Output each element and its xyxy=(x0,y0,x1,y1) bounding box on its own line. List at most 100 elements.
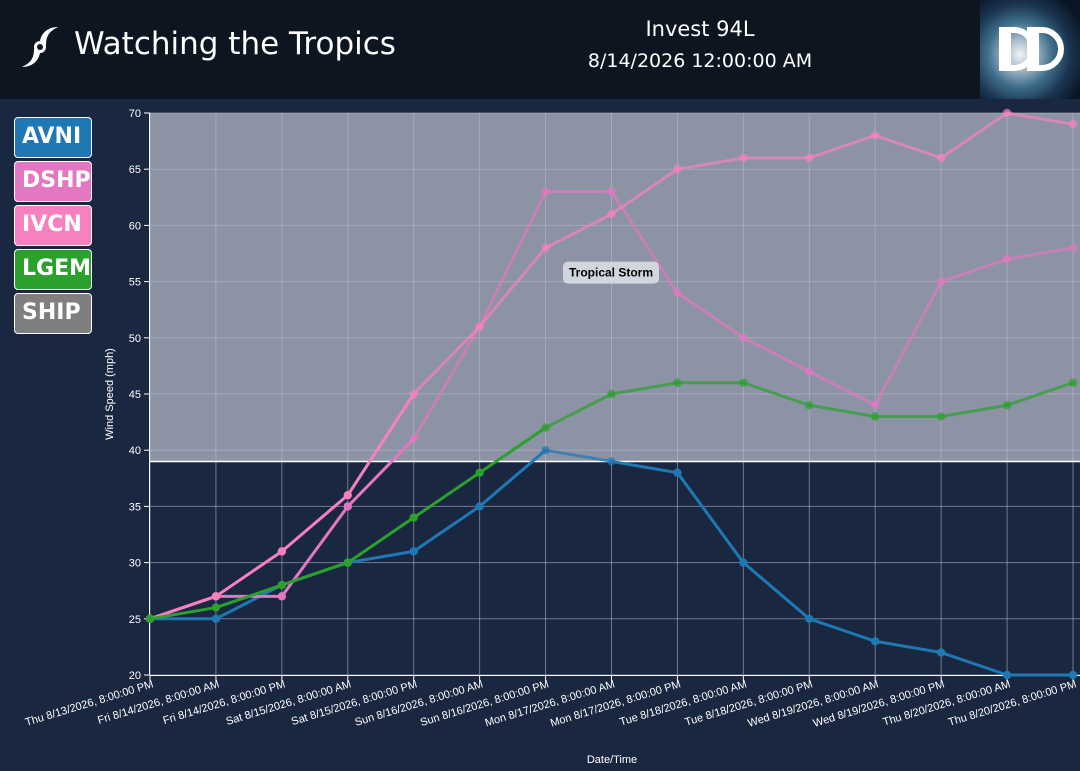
data-point-lgem xyxy=(871,412,880,421)
series-dshp xyxy=(145,187,1078,623)
legend-button-ivcn[interactable]: IVCN xyxy=(14,205,92,246)
series-segment-ivcn xyxy=(214,549,284,598)
series-segment-dshp xyxy=(873,280,943,407)
data-point-ivcn xyxy=(1002,108,1012,118)
tropical-storm-zone xyxy=(150,113,1080,462)
y-tick-label: 45 xyxy=(129,389,141,401)
data-point-avni xyxy=(211,614,221,623)
series-segment-dshp xyxy=(939,257,1009,284)
series-segment-ivcn xyxy=(807,133,877,160)
data-point-ivcn xyxy=(805,153,814,163)
y-tick-label: 35 xyxy=(129,501,141,513)
series-segment-avni xyxy=(412,504,482,553)
series-ivcn xyxy=(145,108,1078,623)
y-tick-label: 20 xyxy=(129,670,141,682)
series-segment-ivcn xyxy=(1005,111,1075,126)
data-point-avni xyxy=(1068,670,1078,680)
series-segment-ivcn xyxy=(610,167,679,216)
data-point-ivcn xyxy=(936,153,946,163)
header-bar: Watching the Tropics Invest 94L 8/14/202… xyxy=(0,0,1080,99)
data-point-dshp xyxy=(541,187,550,196)
data-point-dshp xyxy=(607,187,616,196)
legend-button-avni[interactable]: AVNI xyxy=(14,117,92,158)
data-point-lgem xyxy=(673,378,682,387)
hurricane-icon xyxy=(22,27,58,67)
series-segment-lgem xyxy=(939,403,1009,418)
legend-button-lgem[interactable]: LGEM xyxy=(14,249,92,290)
data-point-lgem xyxy=(607,389,616,399)
series-segment-avni xyxy=(741,561,811,621)
app-title: Watching the Tropics xyxy=(74,26,396,62)
series-segment-avni xyxy=(807,617,877,643)
data-point-dshp xyxy=(277,592,287,601)
storm-timestamp: 8/14/2026 12:00:00 AM xyxy=(587,50,813,72)
data-point-ivcn xyxy=(343,490,352,500)
data-point-dshp xyxy=(673,288,682,298)
series-segment-lgem xyxy=(346,516,416,565)
series-segment-dshp xyxy=(478,190,548,329)
series-segment-lgem xyxy=(741,381,811,407)
data-point-avni xyxy=(673,468,682,477)
data-point-dshp xyxy=(739,333,748,342)
series-segment-lgem xyxy=(544,392,613,430)
data-point-ivcn xyxy=(277,547,287,556)
series-segment-ivcn xyxy=(939,111,1009,160)
y-tick-label: 60 xyxy=(129,220,141,232)
data-point-avni xyxy=(1002,670,1012,680)
data-point-ivcn xyxy=(607,209,616,219)
series-segment-ivcn xyxy=(544,212,613,250)
data-point-ivcn xyxy=(475,322,484,331)
series-segment-avni xyxy=(610,459,679,475)
data-point-lgem xyxy=(739,378,748,387)
data-point-lgem xyxy=(211,603,221,612)
data-point-avni xyxy=(607,457,616,466)
data-point-lgem xyxy=(409,513,418,522)
series-segment-dshp xyxy=(807,370,877,407)
series-segment-ivcn xyxy=(280,493,350,553)
series-segment-dshp xyxy=(675,291,745,340)
data-point-dshp xyxy=(343,502,352,511)
dd-globe-logo[interactable] xyxy=(980,0,1080,99)
y-tick-label: 70 xyxy=(129,108,141,120)
series-segment-lgem xyxy=(807,403,877,418)
series-segment-lgem xyxy=(478,426,548,475)
series-segment-avni xyxy=(939,651,1009,677)
data-point-avni xyxy=(871,637,880,646)
series-segment-avni xyxy=(214,583,284,621)
data-point-dshp xyxy=(1068,243,1078,253)
data-point-lgem xyxy=(805,401,814,410)
series-segment-lgem xyxy=(280,561,350,587)
series-segment-lgem xyxy=(148,606,218,621)
data-point-avni xyxy=(936,648,946,657)
series-segment-lgem xyxy=(610,381,679,396)
y-tick-label: 50 xyxy=(129,333,141,345)
series-segment-avni xyxy=(478,448,548,508)
series-segment-avni xyxy=(873,639,943,655)
data-point-ivcn xyxy=(673,165,682,174)
legend-button-ship[interactable]: SHIP xyxy=(14,293,92,334)
y-tick-label: 65 xyxy=(129,164,141,176)
series-segment-lgem xyxy=(1005,381,1075,407)
data-point-dshp xyxy=(805,367,814,376)
y-tick-label: 30 xyxy=(129,558,141,570)
series-segment-lgem xyxy=(214,583,284,610)
data-point-dshp xyxy=(1002,254,1012,264)
series-segment-avni xyxy=(544,448,613,463)
data-point-ivcn xyxy=(409,389,418,399)
data-point-ivcn xyxy=(739,153,748,163)
data-point-lgem xyxy=(277,580,287,590)
y-tick-label: 55 xyxy=(129,277,141,289)
data-point-avni xyxy=(805,614,814,623)
series-segment-avni xyxy=(346,549,416,565)
data-point-dshp xyxy=(936,277,946,286)
data-point-ivcn xyxy=(211,592,221,601)
data-point-lgem xyxy=(343,558,352,567)
y-tick-label: 25 xyxy=(129,614,141,626)
data-point-lgem xyxy=(1068,378,1078,387)
legend-button-dshp[interactable]: DSHP xyxy=(14,161,92,202)
series-segment-avni xyxy=(675,471,745,565)
data-point-lgem xyxy=(145,614,155,623)
y-axis-title: Wind Speed (mph) xyxy=(104,348,116,440)
tropical-storm-label-box xyxy=(563,261,659,284)
